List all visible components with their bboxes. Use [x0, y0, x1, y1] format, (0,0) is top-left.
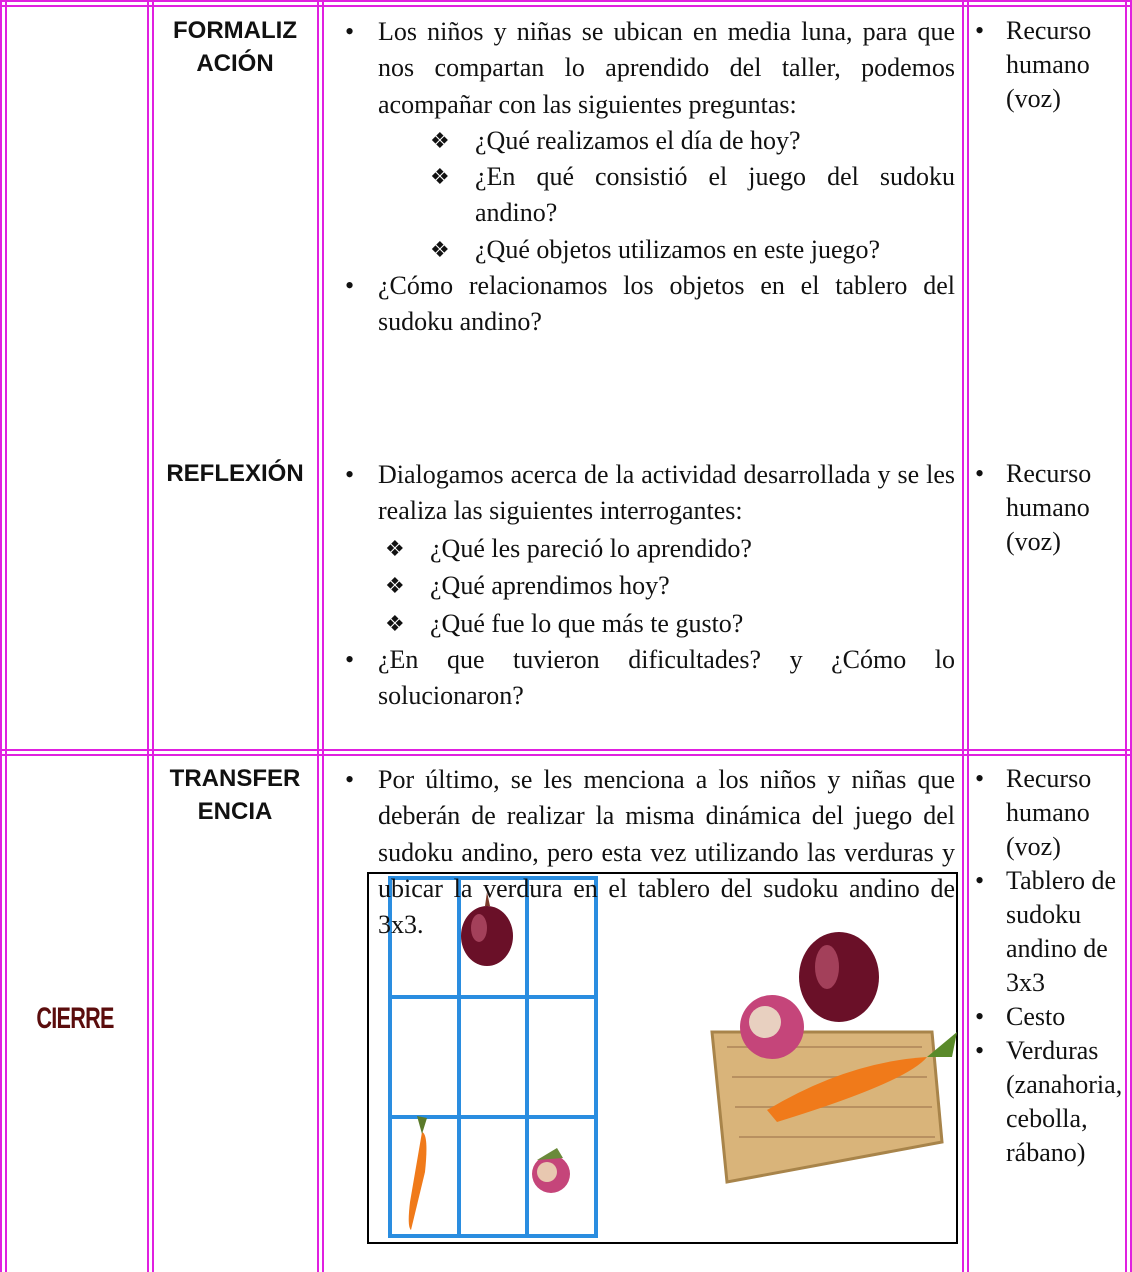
radish [532, 1148, 570, 1193]
border [0, 5, 1132, 7]
resource-item: Verduras (zanahoria, cebolla, rábano) [975, 1034, 1124, 1170]
step-content: Por último, se les menciona a los niños … [345, 762, 955, 943]
diamond-bullet: ❖ [430, 127, 450, 153]
resource-item: Cesto [975, 1000, 1124, 1034]
resource-item: Recurso humano (voz) [975, 14, 1124, 116]
border [0, 0, 2, 1272]
step-label-line: ACIÓN [196, 50, 274, 77]
sub-item: ❖ ¿Qué fue lo que más te gusto? [345, 605, 955, 643]
resource-item: Tablero de sudoku andino de 3x3 [975, 864, 1124, 1000]
step-label-line: REFLEXIÓN [166, 460, 304, 487]
bullet-item: ¿En que tuvieron dificultades? y ¿Cómo l… [345, 642, 955, 715]
diamond-bullet: ❖ [385, 535, 405, 561]
bullet-item: Por último, se les menciona a los niños … [345, 762, 955, 943]
resource-list: Recurso humano (voz) [975, 457, 1125, 559]
bullet-item: Dialogamos acerca de la actividad desarr… [345, 457, 955, 530]
phase-label: CIERRE [36, 1002, 114, 1035]
border [317, 0, 319, 1272]
step-label: TRANSFER ENCIA [160, 762, 310, 828]
step-label: FORMALIZ ACIÓN [160, 14, 310, 80]
sub-item: ❖ ¿Qué les pareció lo aprendido? [345, 530, 955, 568]
diamond-bullet: ❖ [385, 573, 405, 599]
sub-item: ❖ ¿En qué consistió el juego del sudoku a… [345, 159, 955, 232]
resource-item: Recurso humano (voz) [975, 762, 1124, 864]
step-label-line: FORMALIZ [173, 17, 297, 44]
step-content: Dialogamos acerca de la actividad desarr… [345, 457, 955, 715]
border [0, 749, 1132, 751]
step-label-line: TRANSFER [169, 765, 301, 792]
sub-item-text: ¿Qué objetos utilizamos en este juego? [475, 234, 881, 264]
basket [710, 932, 957, 1184]
step-content: Los niños y niñas se ubican en media lun… [345, 14, 955, 341]
sub-item-text: ¿En qué consistió el juego del sudoku an… [475, 162, 955, 228]
resource-list: Recurso humano (voz) [975, 14, 1125, 116]
border [147, 0, 149, 1272]
border [5, 0, 7, 1272]
carrot [408, 1116, 427, 1230]
border [962, 0, 964, 1272]
sub-item-text: ¿Qué les pareció lo aprendido? [430, 533, 752, 563]
border [967, 0, 969, 1272]
sub-item: ❖ ¿Qué objetos utilizamos en este juego? [345, 232, 955, 268]
border [0, 0, 1132, 2]
diamond-bullet: ❖ [430, 164, 450, 190]
step-label: REFLEXIÓN [160, 457, 310, 490]
sub-item: ❖ ¿Qué aprendimos hoy? [345, 567, 955, 605]
diamond-bullet: ❖ [385, 610, 405, 636]
resource-item: Recurso humano (voz) [975, 457, 1124, 559]
sub-item-text: ¿Qué realizamos el día de hoy? [475, 125, 801, 155]
step-label-line: ENCIA [197, 798, 273, 825]
border [0, 754, 1132, 756]
border [1125, 0, 1127, 1272]
border [152, 0, 154, 1272]
bullet-item: ¿Cómo relacionamos los objetos en el tab… [345, 268, 955, 341]
sub-item-text: ¿Qué aprendimos hoy? [430, 571, 670, 601]
sub-item-text: ¿Qué fue lo que más te gusto? [430, 608, 744, 638]
border [322, 0, 324, 1272]
diamond-bullet: ❖ [430, 236, 450, 262]
bullet-item: Los niños y niñas se ubican en media lun… [345, 14, 955, 123]
border [1130, 0, 1132, 1272]
resource-list: Recurso humano (voz)Tablero de sudoku an… [975, 762, 1125, 1170]
sub-item: ❖ ¿Qué realizamos el día de hoy? [345, 123, 955, 159]
